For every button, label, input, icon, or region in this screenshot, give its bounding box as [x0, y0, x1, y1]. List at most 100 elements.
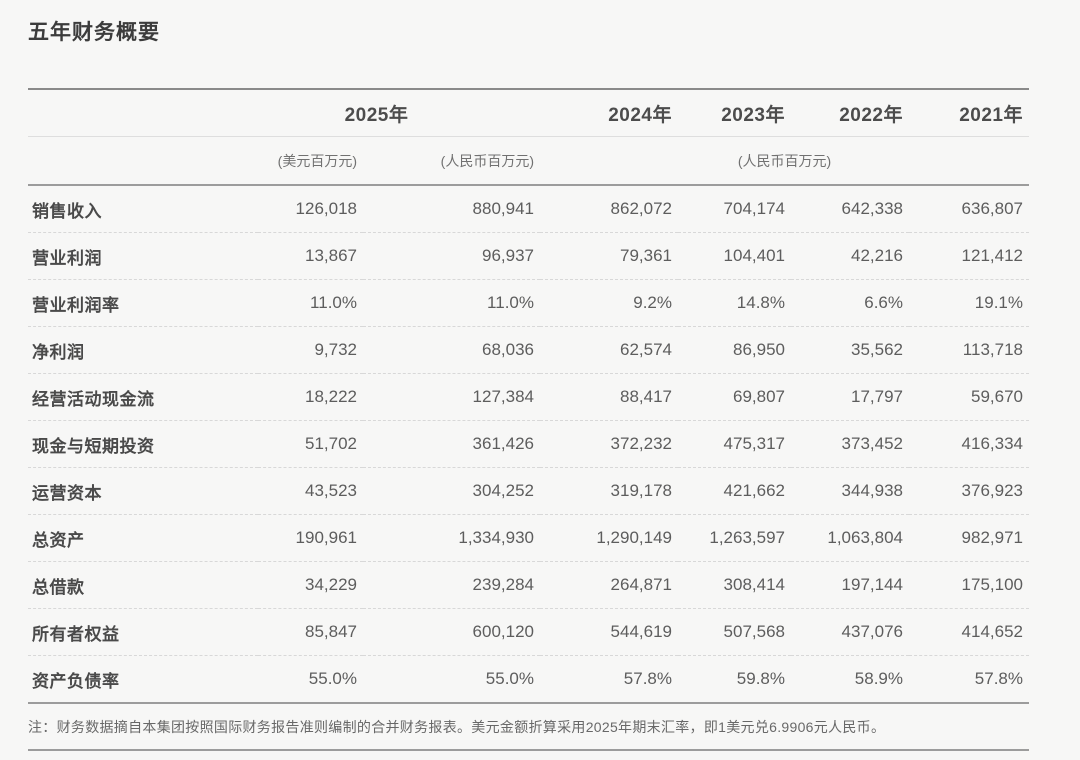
- row-label: 资产负债率: [28, 655, 258, 703]
- row-label: 营业利润: [28, 232, 258, 280]
- cell-value: 1,290,149: [540, 514, 678, 562]
- table-row-operating-profit: 营业利润 13,867 96,937 79,361 104,401 42,216…: [28, 232, 1029, 280]
- cell-value: 19.1%: [909, 279, 1029, 327]
- unit-header-rmb-prior-years: (人民币百万元): [540, 136, 1029, 186]
- cell-value: 9.2%: [540, 279, 678, 327]
- cell-value: 86,950: [678, 326, 791, 374]
- cell-value: 421,662: [678, 467, 791, 515]
- cell-value: 304,252: [363, 467, 540, 515]
- row-label: 净利润: [28, 326, 258, 374]
- cell-value: 55.0%: [258, 655, 363, 703]
- footnote-row: 注：财务数据摘自本集团按照国际财务报告准则编制的合并财务报表。美元金额折算采用2…: [28, 704, 1029, 751]
- cell-value: 62,574: [540, 326, 678, 374]
- cell-value: 51,702: [258, 420, 363, 468]
- row-label: 所有者权益: [28, 608, 258, 656]
- cell-value: 18,222: [258, 373, 363, 421]
- cell-value: 17,797: [791, 373, 909, 421]
- cell-value: 85,847: [258, 608, 363, 656]
- year-header-row: 2025年 2024年 2023年 2022年 2021年: [28, 89, 1029, 137]
- cell-value: 59,670: [909, 373, 1029, 421]
- cell-value: 14.8%: [678, 279, 791, 327]
- cell-value: 642,338: [841, 199, 903, 218]
- table-row-net-profit: 净利润 9,732 68,036 62,574 86,950 35,562 11…: [28, 326, 1029, 374]
- table-row-debt-ratio: 资产负债率 55.0% 55.0% 57.8% 59.8% 58.9% 57.8…: [28, 655, 1029, 703]
- cell-value: 55.0%: [363, 655, 540, 703]
- cell-value: 127,384: [363, 373, 540, 421]
- cell-value: 34,229: [258, 561, 363, 609]
- cell-value: 704,174: [723, 199, 785, 218]
- cell-value: 11.0%: [363, 279, 540, 327]
- cell-value: 239,284: [363, 561, 540, 609]
- cell-value: 57.8%: [909, 655, 1029, 703]
- row-label: 现金与短期投资: [28, 420, 258, 468]
- year-header-2022: 2022年: [791, 89, 909, 137]
- cell-value: 190,961: [258, 514, 363, 562]
- cell-value: 372,232: [540, 420, 678, 468]
- row-label: 运营资本: [28, 467, 258, 515]
- year-header-2023: 2023年: [678, 89, 791, 137]
- cell-value: 416,334: [909, 420, 1029, 468]
- empty-unit-cell: [28, 136, 258, 186]
- cell-value: 373,452: [791, 420, 909, 468]
- cell-value: 544,619: [540, 608, 678, 656]
- cell-value: 58.9%: [791, 655, 909, 703]
- footnote-text: 注：财务数据摘自本集团按照国际财务报告准则编制的合并财务报表。美元金额折算采用2…: [28, 718, 886, 735]
- cell-value: 6.6%: [791, 279, 909, 327]
- page-title: 五年财务概要: [28, 21, 160, 44]
- cell-value: 319,178: [540, 467, 678, 515]
- cell-value: 175,100: [909, 561, 1029, 609]
- row-label: 销售收入: [32, 201, 102, 221]
- cell-value: 437,076: [791, 608, 909, 656]
- cell-value: 376,923: [909, 467, 1029, 515]
- cell-value: 104,401: [678, 232, 791, 280]
- cell-value: 475,317: [678, 420, 791, 468]
- cell-value: 344,938: [791, 467, 909, 515]
- empty-header-cell: [28, 89, 258, 137]
- cell-value: 126,018: [295, 199, 357, 218]
- table-row-cash-short-term-investments: 现金与短期投资 51,702 361,426 372,232 475,317 3…: [28, 420, 1029, 468]
- row-label: 经营活动现金流: [28, 373, 258, 421]
- cell-value: 13,867: [258, 232, 363, 280]
- unit-header-usd-2025: (美元百万元): [258, 136, 363, 186]
- table-row-working-capital: 运营资本 43,523 304,252 319,178 421,662 344,…: [28, 467, 1029, 515]
- unit-header-row: (美元百万元) (人民币百万元) (人民币百万元): [28, 136, 1029, 186]
- year-header-2024: 2024年: [540, 89, 678, 137]
- unit-header-rmb-2025: (人民币百万元): [363, 136, 540, 186]
- cell-value: 88,417: [540, 373, 678, 421]
- cell-value: 59.8%: [678, 655, 791, 703]
- cell-value: 862,072: [610, 199, 672, 218]
- cell-value: 1,263,597: [678, 514, 791, 562]
- cell-value: 57.8%: [540, 655, 678, 703]
- cell-value: 507,568: [678, 608, 791, 656]
- cell-value: 600,120: [363, 608, 540, 656]
- cell-value: 79,361: [540, 232, 678, 280]
- cell-value: 113,718: [909, 326, 1029, 374]
- cell-value: 69,807: [678, 373, 791, 421]
- year-header-2025: 2025年: [258, 89, 540, 137]
- cell-value: 96,937: [363, 232, 540, 280]
- table-row-total-assets: 总资产 190,961 1,334,930 1,290,149 1,263,59…: [28, 514, 1029, 562]
- year-header-2021: 2021年: [909, 89, 1029, 137]
- five-year-financial-summary-table: 2025年 2024年 2023年 2022年 2021年 (美元百万元) (人…: [28, 88, 1029, 704]
- cell-value: 1,334,930: [363, 514, 540, 562]
- cell-value: 308,414: [678, 561, 791, 609]
- table-row-revenue: 销售收入 126,018 880,941 862,072 704,174 642…: [28, 185, 1029, 233]
- cell-value: 35,562: [791, 326, 909, 374]
- table-row-total-borrowings: 总借款 34,229 239,284 264,871 308,414 197,1…: [28, 561, 1029, 609]
- row-label: 总借款: [28, 561, 258, 609]
- cell-value: 636,807: [961, 199, 1023, 218]
- cell-value: 880,941: [472, 199, 534, 218]
- row-label: 总资产: [28, 514, 258, 562]
- table-row-owners-equity: 所有者权益 85,847 600,120 544,619 507,568 437…: [28, 608, 1029, 656]
- cell-value: 197,144: [791, 561, 909, 609]
- cell-value: 68,036: [363, 326, 540, 374]
- cell-value: 361,426: [363, 420, 540, 468]
- cell-value: 1,063,804: [791, 514, 909, 562]
- table-row-operating-cash-flow: 经营活动现金流 18,222 127,384 88,417 69,807 17,…: [28, 373, 1029, 421]
- row-label: 营业利润率: [28, 279, 258, 327]
- cell-value: 414,652: [909, 608, 1029, 656]
- cell-value: 982,971: [909, 514, 1029, 562]
- cell-value: 42,216: [791, 232, 909, 280]
- cell-value: 264,871: [540, 561, 678, 609]
